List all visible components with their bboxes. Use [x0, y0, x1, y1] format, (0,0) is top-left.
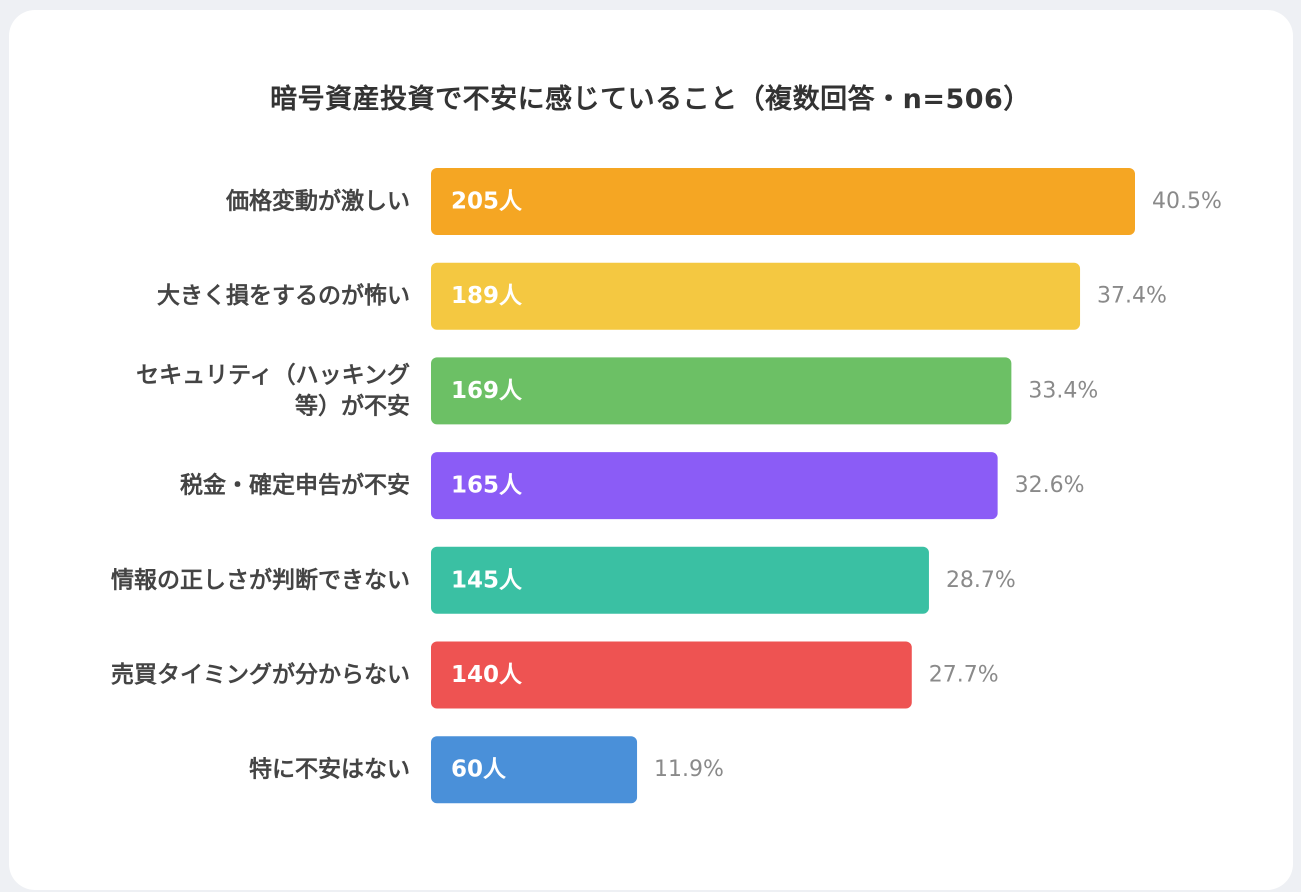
bar-row: セキュリティ（ハッキング等）が不安 169人 33.4%	[136, 357, 1098, 425]
bar-value-label: 60人	[451, 757, 507, 783]
bar-percent-label: 40.5%	[1152, 189, 1222, 214]
bar	[431, 262, 1081, 330]
bar-row: 大きく損をするのが怖い 189人 37.4%	[157, 262, 1167, 330]
bar-row: 価格変動が激しい 205人 40.5%	[225, 168, 1222, 235]
category-label-line: 情報の正しさが判断できない	[111, 566, 410, 593]
bar-percent-label: 27.7%	[929, 663, 999, 688]
category-label-line: 特に不安はない	[249, 756, 410, 783]
bar-percent-label: 11.9%	[654, 757, 724, 782]
category-label: 特に不安はない	[249, 756, 410, 783]
bar-row: 売買タイミングが分からない 140人 27.7%	[111, 641, 999, 709]
bar-row: 税金・確定申告が不安 165人 32.6%	[180, 452, 1085, 520]
category-label-line: 価格変動が激しい	[225, 188, 410, 215]
category-label: 価格変動が激しい	[225, 188, 410, 215]
bar-percent-label: 32.6%	[1015, 473, 1085, 498]
bar-value-label: 169人	[451, 378, 523, 404]
bar-percent-label: 33.4%	[1028, 378, 1098, 403]
category-label: 売買タイミングが分からない	[111, 661, 410, 688]
category-label: 情報の正しさが判断できない	[111, 566, 410, 593]
bar-percent-label: 37.4%	[1097, 284, 1167, 309]
bar-percent-label: 28.7%	[946, 568, 1016, 593]
bar-value-label: 140人	[451, 662, 523, 688]
bar-value-label: 165人	[451, 473, 523, 499]
category-label-line: 税金・確定申告が不安	[180, 472, 410, 499]
chart-title: 暗号資産投資で不安に感じていること（複数回答・n=506）	[270, 84, 1031, 115]
category-label: 税金・確定申告が不安	[180, 472, 410, 499]
bar	[431, 357, 1012, 425]
bar	[431, 452, 998, 520]
category-label-line: 売買タイミングが分からない	[111, 661, 410, 688]
category-label: セキュリティ（ハッキング等）が不安	[136, 361, 410, 419]
bar	[431, 641, 912, 709]
category-label-line: 大きく損をするのが怖い	[157, 282, 410, 309]
bar-row: 特に不安はない 60人 11.9%	[249, 736, 724, 804]
bar-row: 情報の正しさが判断できない 145人 28.7%	[111, 546, 1016, 614]
category-label: 大きく損をするのが怖い	[157, 282, 410, 309]
bar	[431, 736, 638, 804]
bar	[431, 168, 1135, 235]
category-label-line: セキュリティ（ハッキング	[136, 361, 410, 388]
chart-card	[9, 10, 1293, 890]
category-label-line: 等）が不安	[295, 392, 410, 419]
bar-value-label: 189人	[451, 283, 523, 309]
bar	[431, 546, 929, 614]
bar-value-label: 205人	[451, 189, 523, 215]
bar-value-label: 145人	[451, 567, 523, 593]
